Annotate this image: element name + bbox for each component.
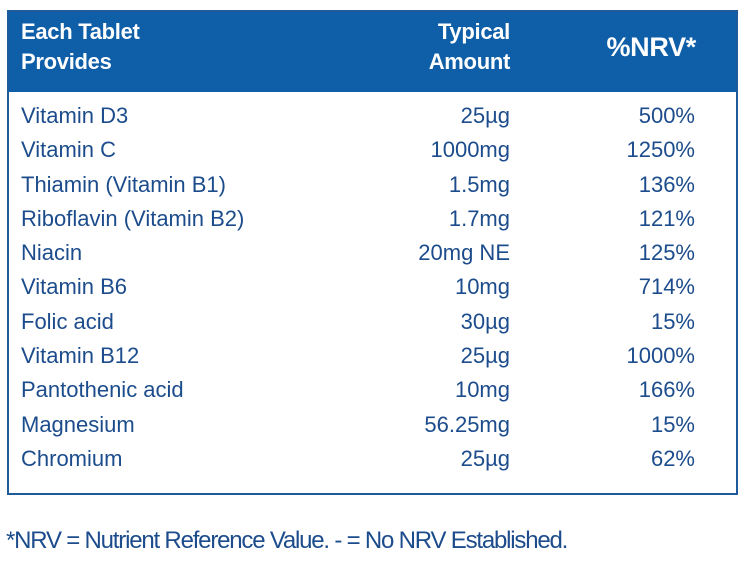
table-row: Niacin 20mg NE 125% [9,236,736,270]
nutrient-amount: 20mg NE [418,240,510,266]
table-row: Vitamin B12 25µg 1000% [9,339,736,373]
nutrient-name: Vitamin C [21,137,116,163]
table-row: Thiamin (Vitamin B1) 1.5mg 136% [9,168,736,202]
nutrient-nrv: 15% [650,308,695,334]
nutrient-name: Thiamin (Vitamin B1) [21,171,226,197]
nutrient-nrv: 714% [638,274,695,300]
table-header: Each Tablet Provides Typical Amount %NRV… [9,12,736,92]
nutrient-name: Folic acid [21,308,114,334]
table-row: Vitamin C 1000mg 1250% [9,133,736,167]
nutrient-nrv: 125% [638,240,695,266]
nutrient-nrv: 62% [650,445,695,471]
nutrient-amount: 25µg [460,445,510,471]
nutrient-amount: 1.5mg [448,171,510,197]
nutrient-name: Riboflavin (Vitamin B2) [21,205,245,231]
nrv-footnote: *NRV = Nutrient Reference Value. - = No … [6,527,568,554]
nutrient-nrv: 121% [638,205,695,231]
nutrient-nrv: 166% [638,377,695,403]
nutrient-name: Vitamin D3 [21,103,129,128]
nutrient-amount: 30µg [460,308,510,334]
nutrient-amount: 25µg [460,343,510,369]
header-nutrient-line1: Each Tablet [21,19,140,44]
table-row: Magnesium 56.25mg 15% [9,408,736,442]
header-nutrient-line2: Provides [21,49,112,74]
header-nrv: %NRV* [606,32,696,62]
nutrient-amount: 1000mg [430,137,510,163]
table-row: Vitamin D3 25µg 500% [9,99,736,133]
nutrient-amount: 10mg [454,377,510,403]
nutrient-name: Pantothenic acid [21,377,184,403]
table-row: Chromium 25µg 62% [9,442,736,476]
nutrient-nrv: 136% [638,171,695,197]
header-amount-line1: Typical [437,19,510,44]
nutrient-amount: 10mg [454,274,510,300]
table-row: Folic acid 30µg 15% [9,305,736,339]
nutrient-name: Vitamin B12 [21,343,140,369]
nutrient-amount: 1.7mg [448,205,510,231]
nutrient-amount: 56.25mg [424,411,510,437]
nutrition-table: Each Tablet Provides Typical Amount %NRV… [7,10,738,495]
nutrient-amount: 25µg [460,103,510,128]
nutrient-nrv: 1250% [626,137,695,163]
table-row: Riboflavin (Vitamin B2) 1.7mg 121% [9,202,736,236]
header-nutrient: Each Tablet Provides [21,17,321,77]
nutrient-name: Chromium [21,445,123,471]
nutrient-nrv: 500% [638,103,695,128]
header-amount-line2: Amount [428,49,511,74]
nutrient-name: Niacin [21,240,83,266]
nutrient-nrv: 1000% [626,343,695,369]
header-amount: Typical Amount [309,17,511,77]
nutrient-name: Vitamin B6 [21,274,127,300]
table-body: Vitamin D3 25µg 500% Vitamin C 1000mg 12… [9,99,736,476]
nutrient-name: Magnesium [21,411,135,437]
nutrient-nrv: 15% [650,411,695,437]
table-row: Pantothenic acid 10mg 166% [9,373,736,407]
table-row: Vitamin B6 10mg 714% [9,270,736,304]
